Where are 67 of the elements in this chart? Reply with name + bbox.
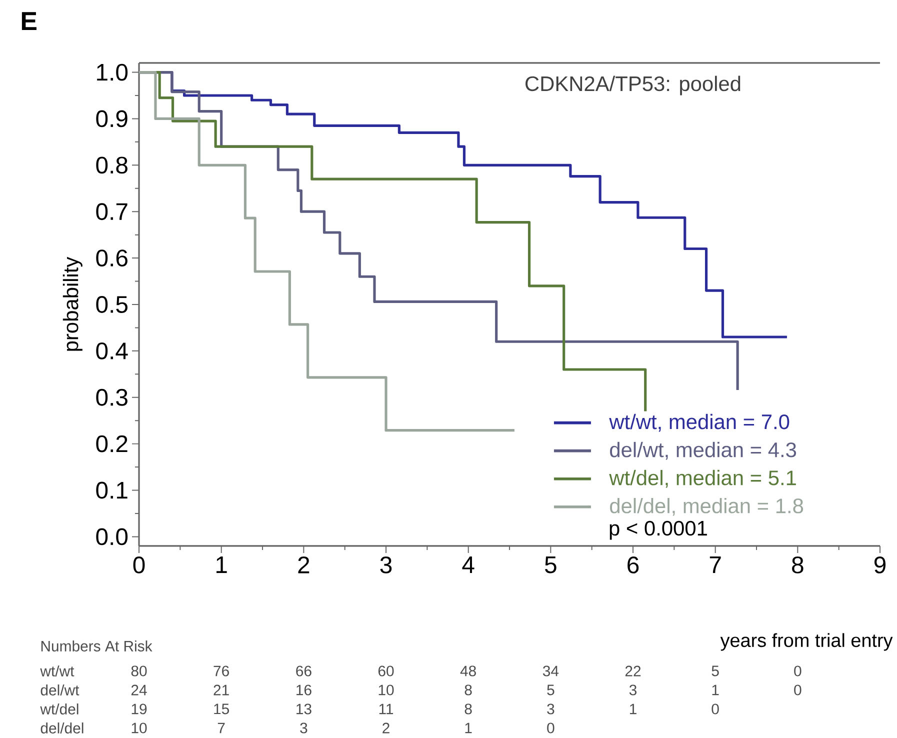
text: CDKN2A/TP53: pooled bbox=[526, 76, 740, 96]
text: 48 bbox=[460, 666, 476, 676]
x-tick-label: 7 bbox=[710, 556, 721, 573]
text: 60 bbox=[378, 666, 394, 676]
text: 24 bbox=[131, 684, 147, 696]
y-tick-label: 0.7 bbox=[96, 203, 128, 220]
text: 19 bbox=[132, 704, 147, 714]
y-tick-label: 0.4 bbox=[96, 342, 128, 360]
y-tick-label: 0.1 bbox=[96, 482, 128, 499]
x-tick-label: 0 bbox=[133, 556, 145, 574]
text: 15 bbox=[214, 704, 229, 714]
text: del/del bbox=[40, 722, 84, 734]
y-tick-label: 1.0 bbox=[97, 64, 128, 81]
text: 8 bbox=[464, 684, 472, 696]
annotation: p < 0.0001 bbox=[610, 520, 707, 540]
x-tick-label: 3 bbox=[380, 556, 392, 574]
text: 10 bbox=[132, 722, 147, 734]
text: 10 bbox=[378, 684, 394, 696]
x-tick-label: 9 bbox=[874, 556, 886, 574]
text: 0 bbox=[794, 684, 802, 696]
text: 22 bbox=[625, 666, 641, 676]
x-tick-label: 2 bbox=[298, 556, 310, 574]
x-tick-label: 5 bbox=[544, 556, 556, 574]
y-axis-title: probability bbox=[62, 256, 82, 351]
text: 80 bbox=[131, 666, 147, 676]
legend-label: del/wt, median = 4.3 bbox=[610, 442, 796, 460]
text: 76 bbox=[214, 666, 229, 676]
text: Numbers At Risk bbox=[41, 640, 152, 652]
text: 8 bbox=[464, 704, 472, 714]
y-tick-label: 0.2 bbox=[96, 435, 128, 452]
legend-label: wt/del, median = 5.1 bbox=[609, 470, 796, 488]
legend-label: wt/wt, median = 7.0 bbox=[609, 414, 790, 432]
y-tick-label: 0.9 bbox=[96, 110, 128, 128]
text: 16 bbox=[296, 684, 312, 696]
text: 3 bbox=[300, 722, 308, 734]
x-axis-title: years from trial entry bbox=[720, 633, 893, 651]
x-tick-label: 8 bbox=[792, 556, 804, 574]
y-tick-label: 0.3 bbox=[96, 388, 128, 406]
y-tick-label: 0.8 bbox=[96, 156, 128, 174]
text: 11 bbox=[379, 704, 394, 714]
text: wt/wt bbox=[40, 666, 74, 676]
text: 3 bbox=[547, 704, 554, 714]
text: 34 bbox=[542, 666, 559, 676]
text: 21 bbox=[214, 684, 229, 696]
legend-label: del/del, median = 1.8 bbox=[610, 498, 804, 516]
text: del/wt bbox=[40, 684, 80, 696]
text: 0 bbox=[794, 666, 802, 676]
text: E bbox=[22, 12, 36, 30]
text: 5 bbox=[712, 666, 719, 676]
text: 1 bbox=[712, 684, 719, 696]
text: 13 bbox=[296, 704, 312, 714]
text: 2 bbox=[382, 722, 390, 734]
x-tick-label: 6 bbox=[628, 556, 639, 574]
y-tick-label: 0.6 bbox=[96, 250, 128, 267]
text: 3 bbox=[629, 684, 637, 696]
text: 1 bbox=[630, 704, 636, 714]
y-tick-label: 0.5 bbox=[96, 296, 128, 313]
x-tick-label: 4 bbox=[462, 556, 474, 573]
text: 7 bbox=[218, 722, 225, 734]
text: 66 bbox=[296, 666, 312, 676]
text: 5 bbox=[547, 684, 554, 696]
text: 0 bbox=[712, 704, 719, 714]
text: 0 bbox=[547, 722, 554, 734]
text: wt/del bbox=[40, 703, 78, 714]
y-tick-label: 0.0 bbox=[96, 528, 128, 546]
x-tick-label: 1 bbox=[216, 556, 227, 573]
text: 1 bbox=[465, 722, 472, 734]
